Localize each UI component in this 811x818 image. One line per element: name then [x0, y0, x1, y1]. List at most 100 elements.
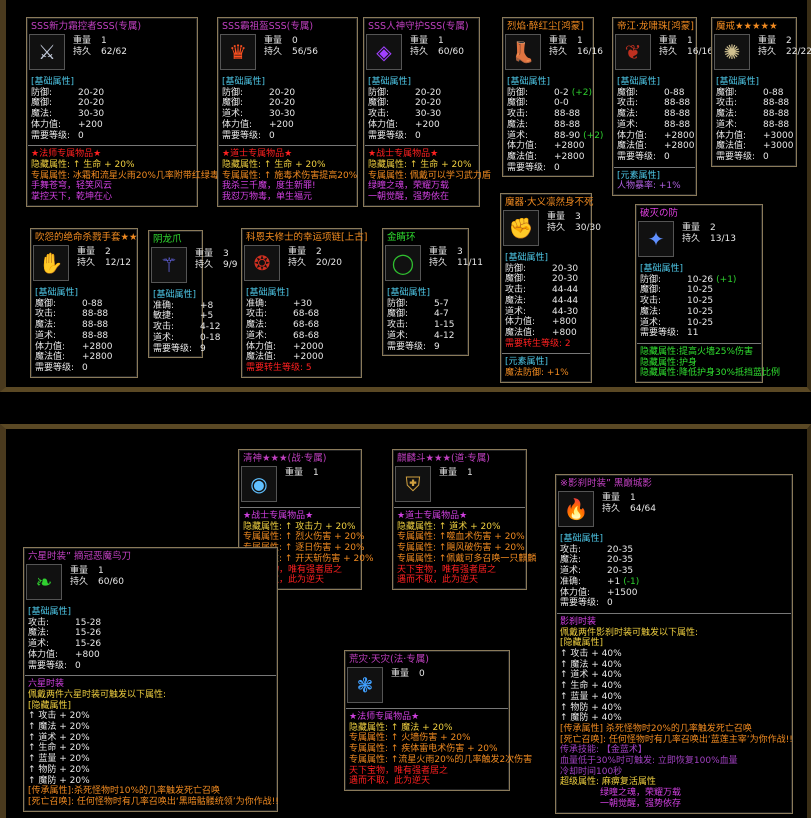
stat-label: 需要等级:	[560, 598, 600, 609]
attribute-line: 魔法防御: +1%	[505, 368, 569, 379]
stat-label: 魔法:	[35, 320, 57, 331]
stat-label: 体力值:	[222, 119, 253, 130]
stat-label: 防御:	[368, 87, 390, 98]
stat-label: 防御:	[222, 87, 244, 98]
attribute-line: 专属属性: ↑噬血术伤害 + 20%	[397, 532, 525, 543]
stat-label: 道术:	[505, 306, 527, 317]
helmet-icon-glyph: ♛	[229, 39, 247, 64]
stat-row: 准确: +8	[153, 301, 213, 312]
stat-label: 攻击:	[507, 109, 529, 120]
divider	[346, 708, 508, 709]
flame-weapon-icon[interactable]: 🔥	[558, 491, 594, 527]
item-header: ⚚ 重量 3 持久 9/9	[151, 246, 238, 284]
stat-label: 道术:	[246, 330, 268, 341]
stat-bonus: (-1)	[623, 576, 640, 587]
gauntlet-icon[interactable]: ✋	[33, 245, 69, 281]
stat-value: 68-68	[293, 309, 320, 320]
weight-value: 1	[467, 468, 473, 478]
stat-value: 0	[664, 151, 670, 162]
stat-row: 魔法: 68-68	[246, 320, 358, 331]
boots-icon[interactable]: 👢	[505, 34, 541, 70]
weight-row: 重量 1	[410, 36, 464, 47]
stat-row: 魔御: 0-88	[35, 299, 134, 310]
stat-label: 魔法:	[28, 628, 50, 639]
stat-row: 需要等级: 0	[507, 163, 590, 174]
stat-label: 魔法:	[505, 295, 527, 306]
stat-label: 准确:	[560, 576, 582, 587]
stat-value: 11	[687, 328, 699, 339]
weight-row: 重量 3	[429, 247, 483, 258]
amulet-icon[interactable]: ◈	[366, 34, 402, 70]
claw-icon[interactable]: ⚚	[151, 247, 187, 283]
weight-label: 重量	[77, 247, 96, 257]
stat-value: 20-35	[607, 544, 634, 555]
stat-row: 体力值: +200	[31, 120, 194, 131]
weight-durability: 重量 2 持久 12/12	[77, 247, 131, 268]
stat-label: 需要等级:	[617, 151, 657, 162]
stat-value: 20-35	[607, 566, 634, 577]
ring-icon[interactable]: ✺	[714, 34, 750, 70]
stat-value: +3000	[763, 130, 794, 141]
stat-value: 0	[82, 362, 88, 373]
weight-label: 重量	[659, 36, 678, 46]
stat-value: +1500	[607, 587, 638, 598]
shield-icon[interactable]: ⛨	[395, 466, 431, 502]
necklace-icon[interactable]: ❂	[244, 245, 280, 281]
ring-icon[interactable]: ◯	[385, 245, 421, 281]
stat-row: 道术: 30-30	[222, 109, 354, 120]
weight-durability: 重量 1 持久 60/60	[410, 36, 464, 57]
glove-icon[interactable]: ✊	[503, 210, 539, 246]
item-tooltip: 金睛环 ◯ 重量 3 持久 11/11 [基础属性] 防御: 5-7 魔御: 4-7 攻击: 1-15 道…	[382, 228, 483, 357]
stat-value: +5	[200, 311, 214, 322]
bracer-icon[interactable]: ✦	[638, 221, 674, 257]
stat-label: 魔法值:	[505, 327, 536, 338]
weight-label: 重量	[758, 36, 777, 46]
stat-value: +2800	[82, 352, 113, 363]
durability-row: 持久 9/9	[195, 260, 238, 271]
item-header: ✊ 重量 3 持久 30/30	[503, 209, 601, 247]
medal-icon[interactable]: ◉	[241, 466, 277, 502]
stat-label: 攻击:	[35, 309, 57, 320]
durability-row: 持久 30/30	[547, 223, 601, 234]
weight-row: 重量 0	[264, 36, 318, 47]
green-weapon-icon[interactable]: ❧	[26, 564, 62, 600]
stat-row: 攻击: 1-15	[387, 320, 465, 331]
item-title: 荒灾·天灾(法·专属)	[349, 654, 429, 665]
stat-value: 20-20	[78, 98, 105, 109]
stat-value: 88-88	[763, 119, 790, 130]
stat-row: 道术: 10-25	[640, 318, 759, 329]
stat-row: 道术: 88-88	[617, 120, 693, 131]
divider	[614, 166, 695, 168]
weight-value: 1	[630, 493, 636, 503]
attribute-line: 我杀三千魔，度生新罪!	[222, 181, 316, 192]
weight-durability: 重量 1 持久 16/16	[659, 36, 713, 57]
durability-value: 13/13	[710, 233, 736, 244]
attribute-line: ↑ 物防 + 40%	[560, 702, 622, 713]
attribute-line: 专属属性: ↑ 逐日伤害 + 20%	[243, 543, 365, 554]
weight-value: 2	[710, 223, 716, 233]
stat-value: 20-20	[269, 98, 296, 109]
stat-row: 需要等级: 0	[222, 131, 354, 142]
stat-row: 道术: 88-88	[35, 331, 134, 342]
stat-label: 需要等级:	[222, 130, 262, 141]
attribute-line: 超级属性: 麻痹复活属性	[560, 777, 656, 788]
item-tooltip: 六星时装” 摘冠恶魔鸟刀 ❧ 重量 1 持久 60/60 [基础属性] 攻击: 15-28 魔法:…	[23, 547, 279, 812]
weight-label: 重量	[285, 468, 304, 478]
durability-label: 持久	[77, 257, 96, 268]
stat-value: 1-15	[434, 320, 455, 331]
stat-value: 15-28	[75, 617, 102, 628]
durability-value: 11/11	[457, 257, 483, 268]
necklace-icon[interactable]: ❦	[615, 34, 651, 70]
item-title: ※影刹时装” 黑巅城影	[560, 478, 652, 489]
feather-icon[interactable]: ❃	[347, 667, 383, 703]
attribute-line: 遇而不取，此为逆天	[349, 776, 431, 787]
trident-icon[interactable]: ⚔	[29, 34, 65, 70]
claw-icon-glyph: ⚚	[160, 252, 178, 277]
item-tooltip: 烈焰·醉红尘[鸿蒙] 👢 重量 1 持久 16/16 [基础属性] 防御: 0-2 (+2) 魔御:…	[502, 17, 603, 178]
stat-label: 道术:	[716, 119, 738, 130]
durability-label: 持久	[264, 46, 283, 57]
attribute-line: [传承属性] 杀死怪物时20%的几率触发死亡召唤	[560, 723, 752, 734]
stat-label: 体力值:	[617, 130, 648, 141]
helmet-icon[interactable]: ♛	[220, 34, 256, 70]
stat-value: 0	[78, 130, 84, 141]
